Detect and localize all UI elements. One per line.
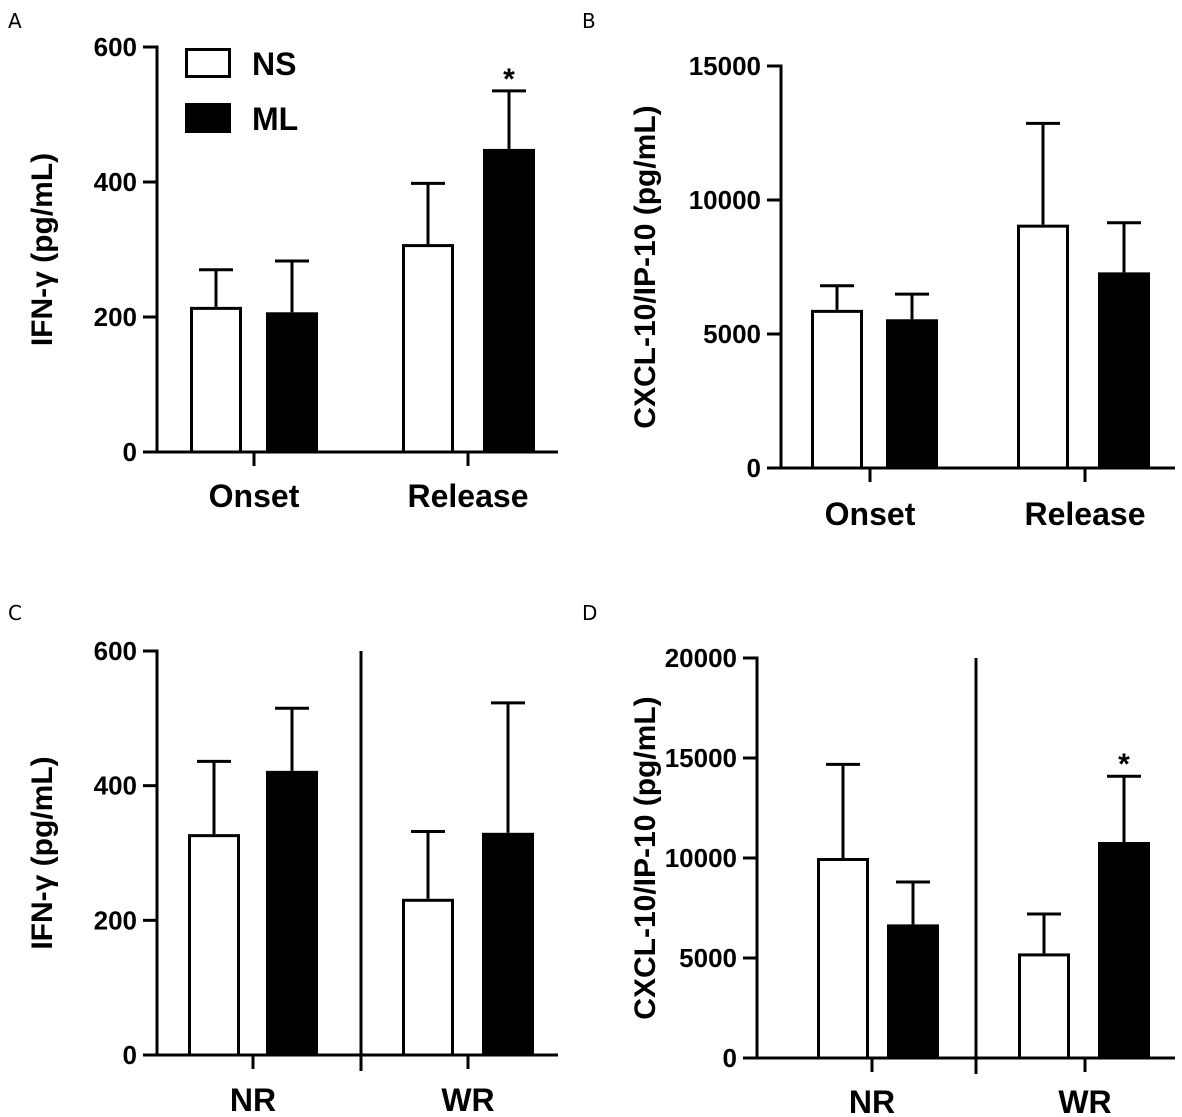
- category-label: NR: [230, 1082, 276, 1117]
- legend: NS ML: [185, 46, 298, 137]
- legend-swatch-ml: [185, 103, 231, 133]
- significance-mark: *: [1118, 748, 1130, 781]
- y-tick-label: 200: [94, 302, 137, 332]
- legend-swatch-ns: [185, 48, 231, 78]
- y-tick-label: 5000: [679, 943, 737, 973]
- y-axis-title: IFN-γ (pg/mL): [26, 153, 59, 346]
- bar-ml-onset: [266, 312, 318, 454]
- panel-letter: D: [582, 601, 597, 625]
- bar-ml-release: [1098, 272, 1150, 470]
- category-label: WR: [1058, 1084, 1111, 1117]
- y-axis-title: CXCL-10/IP-10 (pg/mL): [629, 696, 662, 1019]
- y-tick-label: 400: [94, 167, 137, 197]
- panel-b: B 0 5000 10000 15000 CXCL-10/IP-10 (pg/mL) Ons…: [582, 9, 1175, 532]
- panel-c: C 0 200 400 600 IFN-γ (pg/mL) NR WR: [8, 601, 558, 1117]
- bar-ns-onset: [811, 309, 863, 470]
- category-label: Release: [408, 478, 529, 514]
- y-tick-label: 10000: [665, 843, 737, 873]
- category-label: Onset: [825, 496, 916, 532]
- bar-ns-wr: [402, 898, 454, 1057]
- category-label: NR: [849, 1084, 895, 1117]
- y-tick-label: 20000: [665, 643, 737, 673]
- y-tick-label: 600: [94, 636, 137, 666]
- category-label: Onset: [209, 478, 300, 514]
- bar-ns-nr: [817, 858, 869, 1060]
- category-label: Release: [1025, 496, 1146, 532]
- bar-ns-wr: [1018, 953, 1070, 1060]
- y-axis-title: CXCL-10/IP-10 (pg/mL): [629, 105, 662, 428]
- y-tick-label: 0: [123, 1040, 137, 1070]
- y-tick-label: 0: [123, 437, 137, 467]
- y-tick-label: 15000: [665, 743, 737, 773]
- bar-ns-onset: [190, 306, 242, 454]
- legend-label-ns: NS: [252, 46, 296, 82]
- panel-letter: B: [582, 9, 596, 33]
- bar-ml-nr: [266, 770, 318, 1057]
- legend-label-ml: ML: [252, 101, 298, 137]
- bar-ml-onset: [886, 319, 938, 470]
- y-tick-label: 0: [723, 1043, 737, 1073]
- panel-letter: C: [8, 601, 22, 625]
- y-tick-label: 200: [94, 905, 137, 935]
- bar-ns-release: [402, 244, 454, 454]
- y-tick-label: 600: [94, 32, 137, 62]
- y-tick-label: 15000: [689, 51, 761, 81]
- bar-ns-nr: [188, 834, 240, 1057]
- bar-ml-wr: [1098, 842, 1150, 1060]
- bar-ml-release: [483, 148, 535, 454]
- y-tick-label: 0: [747, 453, 761, 483]
- panel-a: A 0 200 400 600 IFN-γ (pg/mL) Onset Release * NS M…: [8, 9, 558, 514]
- category-label: WR: [441, 1082, 494, 1117]
- y-axis-title: IFN-γ (pg/mL): [26, 756, 59, 949]
- panel-letter: A: [8, 9, 22, 33]
- bar-ml-wr: [482, 832, 534, 1057]
- bar-ns-release: [1017, 224, 1069, 470]
- bar-ml-nr: [887, 924, 939, 1060]
- significance-mark: *: [503, 63, 515, 96]
- y-tick-label: 10000: [689, 185, 761, 215]
- y-tick-label: 5000: [703, 319, 761, 349]
- y-tick-label: 400: [94, 771, 137, 801]
